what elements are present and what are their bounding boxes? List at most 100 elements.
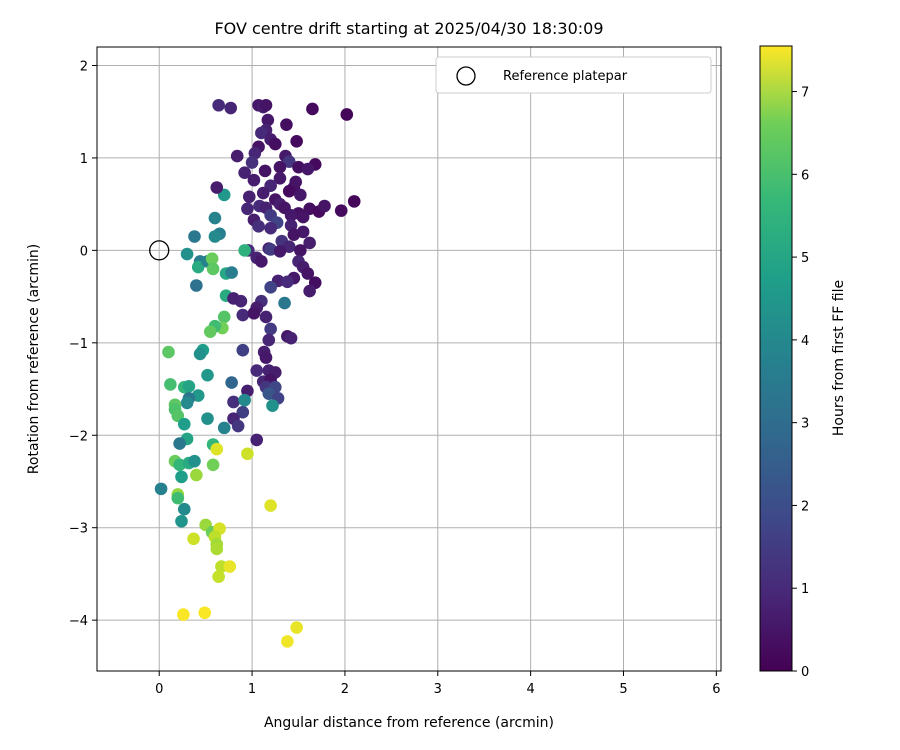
data-point: [306, 102, 319, 116]
legend-label-reference: Reference platepar: [503, 69, 628, 84]
data-point: [282, 240, 296, 253]
data-point: [245, 156, 259, 169]
x-tick-label: 0: [155, 682, 163, 697]
data-point: [289, 175, 303, 189]
data-point: [193, 347, 207, 361]
colorbar-tick-label: 7: [801, 86, 809, 101]
data-point: [259, 310, 273, 324]
data-point: [173, 437, 186, 450]
data-point: [223, 560, 237, 573]
data-point: [177, 502, 191, 516]
data-point: [180, 247, 194, 261]
x-tick-label: 2: [341, 682, 349, 697]
data-points: [149, 98, 361, 648]
data-point: [236, 343, 250, 357]
data-point: [259, 98, 273, 112]
data-point: [177, 417, 191, 431]
data-point: [282, 155, 296, 168]
data-point: [281, 275, 294, 289]
data-point: [282, 184, 296, 198]
data-point: [227, 292, 240, 305]
legend: Reference platepar: [435, 56, 712, 94]
data-point: [238, 393, 251, 407]
data-point: [281, 635, 294, 648]
data-point: [238, 166, 251, 180]
x-tick-label: 5: [619, 682, 627, 697]
data-point: [210, 542, 224, 556]
data-point: [206, 262, 220, 276]
data-point: [250, 433, 264, 447]
data-point: [266, 399, 279, 412]
data-point: [303, 236, 316, 250]
data-point: [258, 164, 272, 178]
colorbar-tick-label: 2: [801, 499, 809, 514]
colorbar-tick-label: 5: [801, 251, 809, 266]
data-point: [201, 412, 214, 425]
y-tick-label: −1: [69, 337, 88, 352]
data-point: [287, 228, 301, 241]
data-point: [294, 188, 307, 202]
data-point: [154, 482, 168, 496]
data-point: [225, 266, 238, 279]
data-point: [247, 173, 261, 187]
data-point: [205, 252, 219, 265]
data-point: [188, 454, 201, 468]
data-point: [190, 279, 203, 292]
data-point: [175, 470, 188, 484]
data-point: [242, 190, 256, 204]
y-tick-label: −4: [69, 614, 88, 629]
data-point: [273, 245, 287, 258]
y-tick-label: −2: [69, 429, 88, 444]
data-point: [241, 447, 254, 461]
y-tick-label: 0: [80, 244, 88, 259]
data-point: [261, 113, 275, 127]
data-point: [264, 281, 277, 294]
data-point: [162, 345, 175, 359]
data-point: [347, 195, 361, 208]
x-tick-label: 4: [527, 682, 535, 697]
data-point: [224, 101, 238, 115]
data-point: [262, 387, 276, 400]
data-point: [278, 296, 291, 310]
data-point: [259, 351, 273, 364]
colorbar-tick-label: 6: [801, 168, 809, 183]
data-point: [212, 570, 225, 584]
reference-platepar-marker: [149, 240, 170, 261]
data-point: [227, 395, 240, 409]
data-point: [296, 210, 310, 224]
data-point: [171, 491, 185, 505]
colorbar-label: Hours from first FF file: [831, 280, 847, 436]
data-point: [208, 230, 222, 243]
y-axis: −4 −3 −2 −1 0 1 2: [69, 59, 97, 629]
data-point: [284, 331, 298, 345]
data-point: [290, 134, 303, 148]
data-point: [252, 220, 265, 233]
data-point: [238, 244, 251, 257]
colorbar-tick-label: 1: [801, 582, 809, 597]
data-point: [212, 98, 225, 112]
x-tick-label: 6: [712, 682, 720, 697]
data-point: [280, 118, 293, 131]
data-point: [264, 322, 277, 336]
data-point: [206, 458, 220, 472]
data-point: [255, 255, 268, 268]
y-axis-label: Rotation from reference (arcmin): [26, 244, 42, 474]
y-tick-label: 2: [80, 59, 88, 74]
colorbar-tick-label: 0: [801, 665, 809, 680]
data-point: [191, 260, 205, 274]
data-point: [268, 137, 282, 151]
data-point: [217, 421, 231, 435]
data-point: [187, 532, 200, 546]
grid: [97, 47, 721, 671]
data-point: [264, 499, 277, 512]
y-tick-label: 1: [80, 152, 88, 167]
legend-marker-reference: [456, 66, 476, 86]
data-point: [290, 621, 303, 634]
data-point: [284, 208, 298, 222]
data-point: [164, 378, 177, 391]
data-point: [334, 204, 348, 217]
data-point: [210, 442, 224, 456]
legend-box: [435, 56, 712, 94]
data-point: [208, 211, 222, 225]
